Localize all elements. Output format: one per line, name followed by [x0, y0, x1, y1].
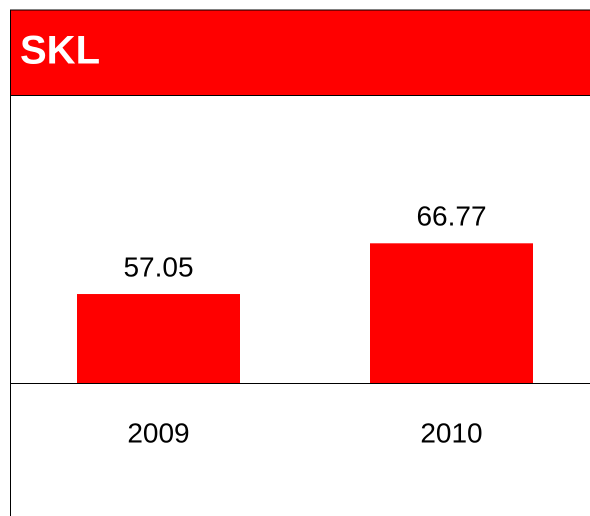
chart-title: SKL [20, 29, 100, 73]
bar [77, 294, 240, 383]
header-bar [10, 10, 590, 95]
x-tick-label: 2010 [420, 417, 482, 448]
value-label: 57.05 [123, 251, 193, 282]
x-tick-label: 2009 [127, 417, 189, 448]
value-label: 66.77 [416, 201, 486, 232]
bar [370, 243, 533, 383]
